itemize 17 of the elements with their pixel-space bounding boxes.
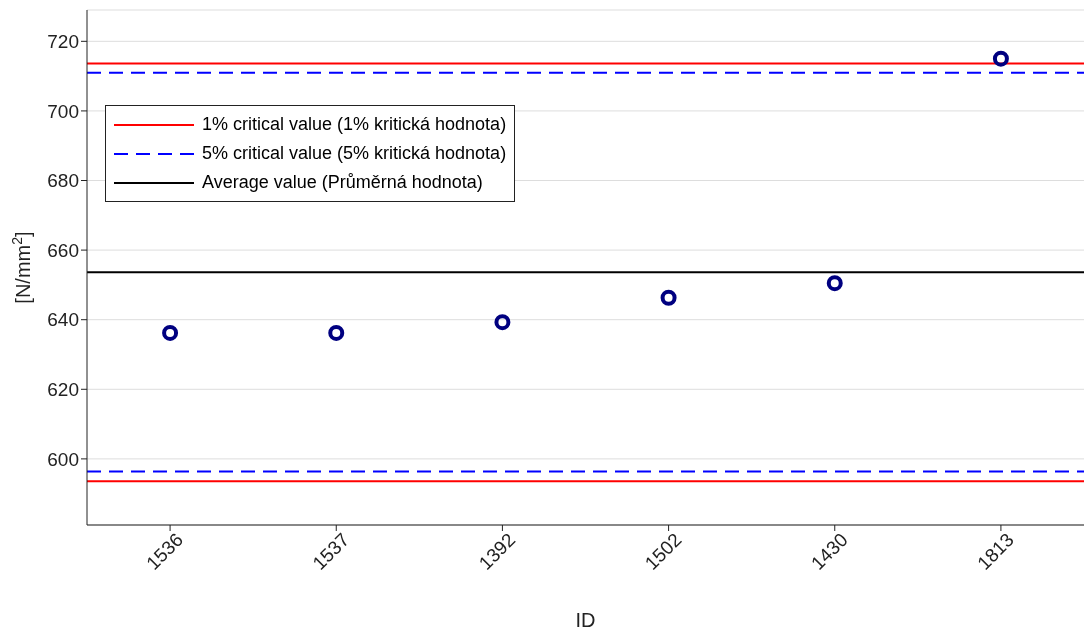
y-tick-label: 640: [47, 309, 79, 331]
legend-label: Average value (Průměrná hodnota): [202, 172, 483, 193]
legend-label: 1% critical value (1% kritická hodnota): [202, 114, 507, 135]
y-tick-label: 700: [47, 100, 79, 122]
y-tick-label: 720: [47, 31, 79, 53]
y-tick-label: 600: [47, 448, 79, 470]
point: [660, 289, 677, 306]
y-tick-label: 680: [47, 170, 79, 192]
point: [494, 314, 511, 331]
point: [162, 324, 179, 341]
y-tick-label: 620: [47, 379, 79, 401]
point: [992, 50, 1009, 67]
legend-label: 5% critical value (5% kritická hodnota): [202, 143, 507, 164]
y-tick-label: 660: [47, 239, 79, 261]
x-axis-title: ID: [575, 609, 596, 631]
point: [826, 275, 843, 292]
point: [328, 324, 345, 341]
